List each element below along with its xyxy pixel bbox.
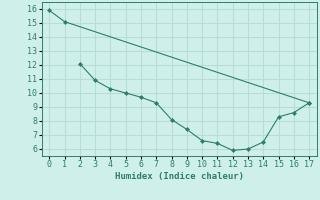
- X-axis label: Humidex (Indice chaleur): Humidex (Indice chaleur): [115, 172, 244, 181]
